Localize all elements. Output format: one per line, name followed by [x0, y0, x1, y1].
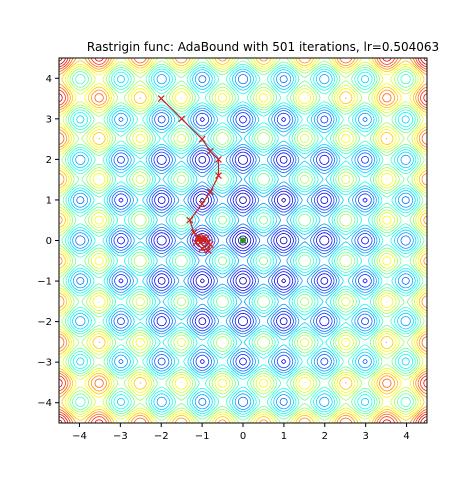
x-tick-label: 1	[281, 431, 287, 442]
x-tick-label: −2	[154, 431, 169, 442]
y-tick-label: 2	[46, 155, 52, 166]
x-tick-label: −4	[72, 431, 87, 442]
contour-level	[59, 58, 427, 423]
x-tick-label: 4	[403, 431, 409, 442]
y-tick-label: −2	[37, 317, 52, 328]
path-point	[199, 237, 207, 244]
contour-level	[61, 60, 425, 421]
y-tick-label: −3	[37, 358, 52, 369]
x-tick-label: −3	[113, 431, 128, 442]
contour-level	[59, 58, 427, 423]
contour-level	[59, 58, 427, 423]
y-axis-ticks: −4 −3 −2 −1 0 1 2 3 4	[37, 74, 59, 409]
contour-level	[59, 58, 427, 423]
path-point	[194, 233, 202, 240]
contour-level	[59, 58, 427, 423]
path-point	[178, 115, 186, 123]
contour-level	[69, 68, 417, 413]
path-point	[198, 200, 206, 208]
y-tick-label: −1	[37, 277, 52, 288]
contour-level	[59, 58, 427, 423]
path-point	[200, 237, 208, 244]
path-point	[206, 188, 214, 196]
x-tick-label: 0	[240, 431, 246, 442]
path-point	[215, 155, 222, 163]
contour-level	[59, 58, 427, 423]
x-tick-label: 3	[362, 431, 368, 442]
x-axis-ticks: −4 −3 −2 −1 0 1 2 3 4	[72, 423, 410, 442]
chart-title: Rastrigin func: AdaBound with 501 iterat…	[87, 40, 439, 54]
path-point	[198, 135, 206, 143]
optimizer-path	[157, 95, 222, 255]
contour-level	[59, 58, 427, 423]
x-tick-label: −1	[195, 431, 210, 442]
contour-level	[67, 66, 419, 415]
y-tick-label: 1	[46, 195, 52, 206]
y-tick-label: 3	[46, 114, 52, 125]
path-point	[157, 95, 165, 102]
contour-level	[59, 58, 427, 423]
path-point	[206, 147, 214, 155]
contour-level	[156, 154, 330, 327]
global-minimum-marker	[239, 236, 247, 245]
contour-lines	[59, 58, 427, 423]
contour-level	[75, 74, 411, 407]
x-tick-label: 2	[322, 431, 328, 442]
contour-level	[72, 71, 414, 410]
y-tick-label: −4	[37, 398, 52, 409]
contour-level	[64, 63, 422, 418]
minimum-cross	[239, 236, 247, 245]
contour-level	[113, 112, 373, 369]
contour-level	[59, 58, 427, 423]
path-point	[186, 216, 194, 224]
path-point	[215, 172, 222, 180]
y-tick-label: 4	[46, 74, 52, 85]
y-tick-label: 0	[46, 236, 52, 247]
